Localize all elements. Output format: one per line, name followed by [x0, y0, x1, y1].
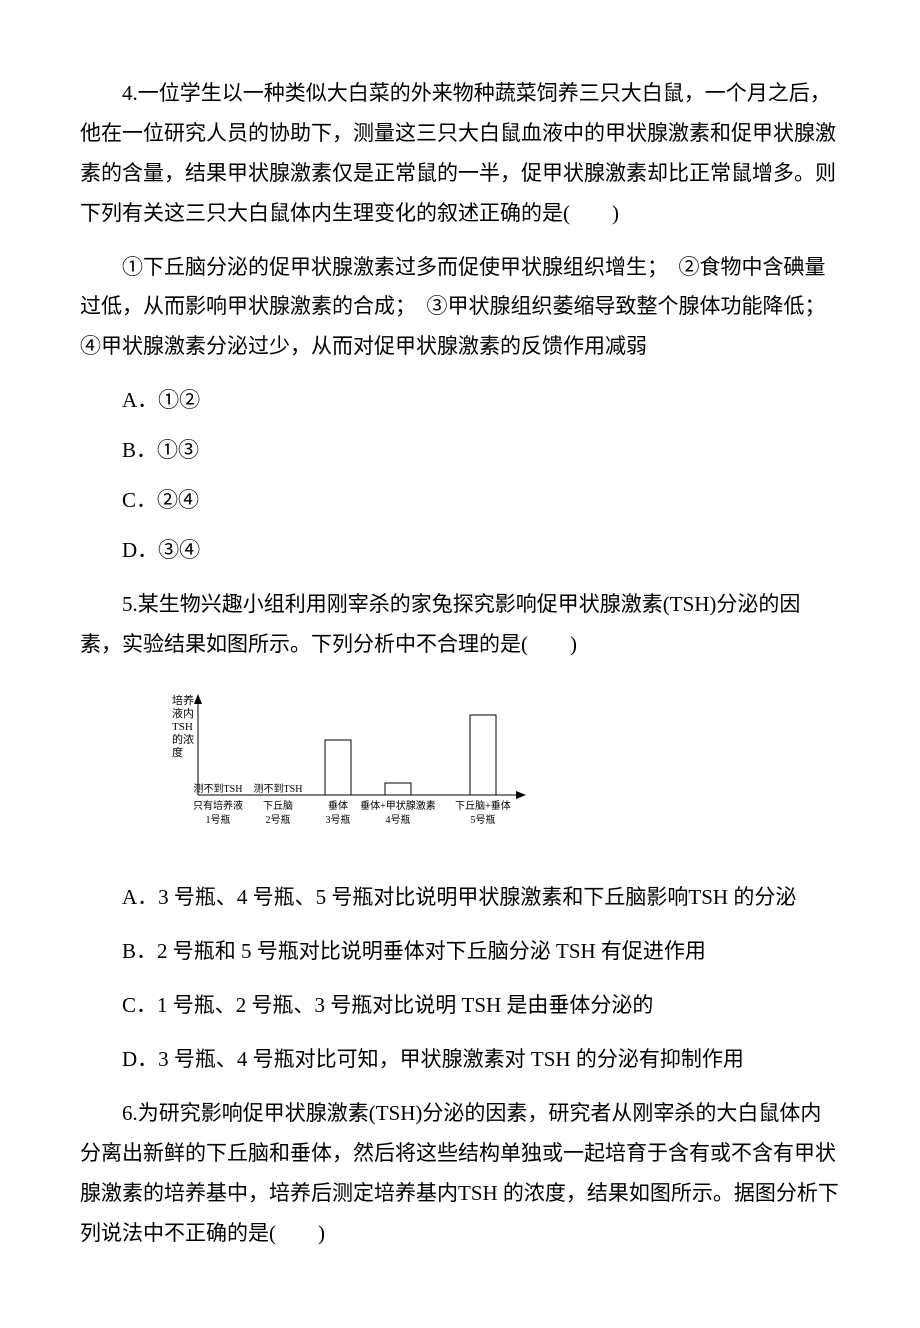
svg-text:测不到TSH: 测不到TSH [194, 782, 243, 795]
svg-text:3号瓶: 3号瓶 [326, 813, 351, 826]
svg-text:测不到TSH: 测不到TSH [254, 782, 303, 795]
svg-text:下丘脑+垂体: 下丘脑+垂体 [455, 799, 511, 812]
q5-stem: 5.某生物兴趣小组利用刚宰杀的家兔探究影响促甲状腺激素(TSH)分泌的因素，实验… [80, 585, 840, 665]
q5-chart: 培养液内TSH的浓度测不到TSH 只有培养液1号瓶 测不到TSH 下丘脑2号瓶 垂体3号… [170, 685, 840, 859]
q6-stem: 6.为研究影响促甲状腺激素(TSH)分泌的因素，研究者从刚宰杀的大白鼠体内分离出… [80, 1094, 840, 1254]
q4-circled: ①下丘脑分泌的促甲状腺激素过多而促使甲状腺组织增生； ②食物中含碘量过低，从而影… [80, 248, 840, 368]
svg-text:液内: 液内 [172, 706, 194, 720]
q4-option-b: B．①③ [80, 431, 840, 471]
q5-chart-svg: 培养液内TSH的浓度测不到TSH 只有培养液1号瓶 测不到TSH 下丘脑2号瓶 垂体3号… [170, 685, 530, 845]
svg-text:4号瓶: 4号瓶 [386, 813, 411, 826]
q5-option-c: C．1 号瓶、2 号瓶、3 号瓶对比说明 TSH 是由垂体分泌的 [80, 986, 840, 1026]
svg-text:度: 度 [172, 745, 183, 759]
q4-option-d: D．③④ [80, 531, 840, 571]
q5-option-b: B．2 号瓶和 5 号瓶对比说明垂体对下丘脑分泌 TSH 有促进作用 [80, 932, 840, 972]
svg-text:TSH: TSH [172, 721, 193, 733]
svg-text:5号瓶: 5号瓶 [471, 813, 496, 826]
svg-text:只有培养液: 只有培养液 [193, 799, 243, 812]
svg-text:1号瓶: 1号瓶 [206, 813, 231, 826]
svg-text:垂体: 垂体 [328, 800, 348, 812]
q4-option-a: A．①② [80, 381, 840, 421]
q4-option-c: C．②④ [80, 481, 840, 521]
svg-text:2号瓶: 2号瓶 [266, 813, 291, 826]
svg-text:的浓: 的浓 [172, 732, 194, 746]
q4-stem: 4.一位学生以一种类似大白菜的外来物种蔬菜饲养三只大白鼠，一个月之后，他在一位研… [80, 74, 840, 234]
q5-option-a: A．3 号瓶、4 号瓶、5 号瓶对比说明甲状腺激素和下丘脑影响TSH 的分泌 [80, 878, 840, 918]
svg-text:下丘脑: 下丘脑 [263, 799, 293, 812]
svg-text:培养: 培养 [172, 693, 194, 707]
q5-option-d: D．3 号瓶、4 号瓶对比可知，甲状腺激素对 TSH 的分泌有抑制作用 [80, 1040, 840, 1080]
svg-text:垂体+甲状腺激素: 垂体+甲状腺激素 [360, 799, 436, 812]
